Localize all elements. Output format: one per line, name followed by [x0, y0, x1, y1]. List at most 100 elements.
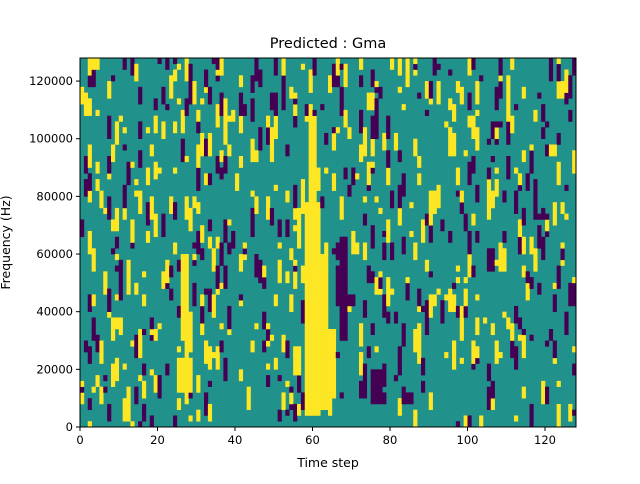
heatmap-cell-high	[475, 346, 480, 359]
heatmap-cell-high	[397, 207, 402, 226]
heatmap-cell-low	[382, 242, 387, 261]
heatmap-cell-low	[455, 190, 461, 197]
heatmap-cell-high	[455, 167, 461, 186]
heatmap-cell-high	[80, 86, 85, 105]
heatmap-cell-low	[428, 225, 433, 243]
heatmap-cell-high	[242, 242, 247, 249]
heatmap-cell-low	[223, 156, 228, 174]
heatmap-cell-high	[289, 294, 294, 312]
heatmap-cell-low	[393, 375, 399, 382]
heatmap-cell-high	[87, 190, 92, 203]
heatmap-cell-high	[83, 92, 89, 116]
heatmap-cell-high	[180, 109, 185, 134]
heatmap-cell-high	[188, 311, 193, 353]
heatmap-cell-low	[490, 121, 495, 140]
heatmap-cell-low	[266, 375, 271, 387]
heatmap-cell-low	[196, 167, 201, 191]
heatmap-cell-high	[180, 357, 185, 393]
heatmap-cell-low	[281, 75, 286, 111]
heatmap-cell-low	[169, 288, 174, 301]
heatmap-cell-low	[126, 161, 131, 186]
heatmap-cell-high	[285, 380, 290, 387]
heatmap-cell-high	[196, 202, 201, 214]
heatmap-cell-high	[293, 92, 298, 99]
heatmap-cell-low	[165, 282, 170, 289]
heatmap-cell-high	[374, 277, 379, 295]
heatmap-cell-low	[494, 86, 499, 111]
heatmap-cell-high	[219, 282, 224, 289]
heatmap-cell-low	[424, 300, 430, 336]
heatmap-cell-low	[145, 202, 151, 226]
heatmap-cell-low	[227, 242, 232, 255]
heatmap-cell-high	[467, 115, 472, 128]
heatmap-cell-high	[269, 127, 275, 163]
heatmap-cell-low	[572, 409, 577, 416]
heatmap-cell-high	[80, 380, 85, 387]
heatmap-cell-low	[138, 421, 143, 428]
heatmap-cell-high	[238, 369, 244, 382]
heatmap-cell-high	[192, 81, 197, 105]
y-tick-label: 100000	[29, 132, 73, 146]
heatmap-cell-low	[192, 242, 197, 249]
heatmap-cell-high	[103, 207, 108, 214]
heatmap-cell-low	[207, 288, 213, 312]
heatmap-cell-high	[130, 161, 135, 168]
heatmap-cell-low	[421, 380, 426, 393]
y-tick-label: 120000	[29, 74, 73, 88]
heatmap-cell-high	[452, 132, 457, 157]
heatmap-cell-high	[390, 58, 395, 70]
heatmap-cell-low	[479, 75, 484, 82]
heatmap-cell-high	[413, 69, 418, 76]
heatmap-cell-high	[490, 190, 495, 209]
heatmap-cell-low	[91, 69, 96, 88]
heatmap-cell-high	[246, 386, 251, 410]
heatmap-cell-high	[444, 121, 449, 128]
heatmap-cell-high	[514, 167, 519, 174]
heatmap-cell-high	[382, 132, 387, 151]
heatmap-cell-low	[219, 167, 224, 180]
heatmap-cell-low	[204, 288, 209, 295]
heatmap-cell-low	[382, 230, 387, 238]
heatmap-cell-low	[188, 392, 193, 399]
heatmap-cell-low	[312, 58, 317, 76]
heatmap-cell-low	[142, 363, 147, 376]
heatmap-cell-high	[459, 305, 464, 341]
heatmap-cell-low	[545, 230, 550, 238]
heatmap-cell-low	[173, 415, 178, 428]
heatmap-cell-low	[514, 190, 519, 214]
heatmap-cell-high	[378, 207, 383, 214]
heatmap-cell-low	[545, 340, 550, 347]
heatmap-cell-high	[417, 323, 422, 364]
heatmap-cell-low	[564, 311, 569, 336]
heatmap-cell-high	[200, 132, 205, 157]
heatmap-cell-high	[444, 294, 449, 301]
heatmap-cell-high	[359, 144, 364, 163]
heatmap-cell-high	[134, 282, 139, 295]
heatmap-cell-high	[521, 265, 526, 278]
heatmap-cell-high	[111, 144, 116, 163]
heatmap-cell-low	[424, 213, 430, 226]
heatmap-cell-low	[521, 328, 526, 336]
heatmap-cell-low	[176, 305, 182, 318]
heatmap-cell-high	[142, 380, 147, 399]
heatmap-cell-low	[335, 352, 340, 359]
heatmap-cell-low	[204, 138, 209, 157]
heatmap-cell-low	[130, 58, 135, 76]
heatmap-cell-low	[111, 75, 116, 82]
heatmap-cell-high	[188, 357, 193, 393]
heatmap-cell-high	[521, 86, 526, 99]
heatmap-cell-high	[560, 202, 565, 214]
heatmap-cell-high	[114, 317, 120, 330]
heatmap-cell-low	[529, 277, 534, 289]
heatmap-cell-high	[266, 323, 271, 330]
heatmap-cell-high	[111, 363, 116, 387]
heatmap-cell-high	[126, 259, 131, 295]
heatmap-cell-low	[215, 265, 220, 289]
heatmap-cell-high	[328, 328, 333, 416]
heatmap-cell-high	[475, 127, 480, 151]
heatmap-cell-high	[207, 236, 213, 249]
heatmap-cell-high	[347, 305, 352, 312]
heatmap-cell-low	[370, 225, 375, 249]
heatmap-cell-high	[196, 409, 201, 422]
